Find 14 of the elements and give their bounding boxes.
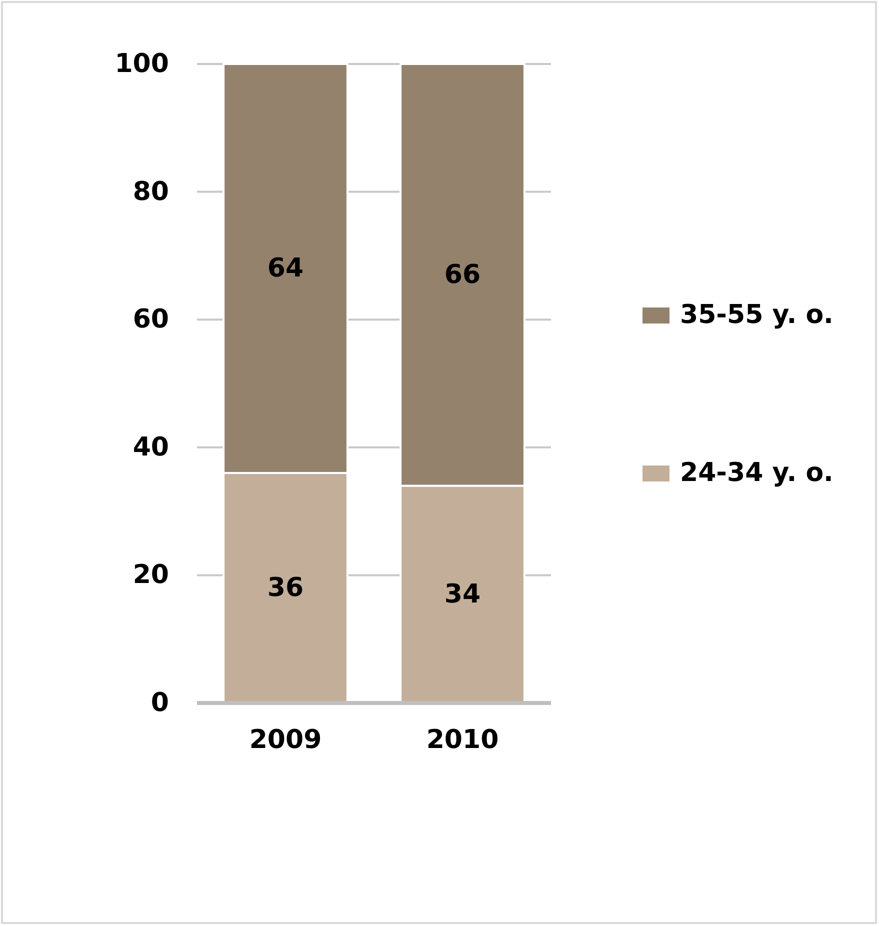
y-tick-label: 60 — [132, 304, 169, 335]
y-tick-label: 100 — [114, 49, 169, 79]
y-tick-label: 20 — [132, 560, 169, 590]
y-tick-label: 80 — [132, 176, 169, 207]
x-tick-label: 2009 — [249, 725, 322, 755]
data-label: 34 — [444, 579, 481, 610]
y-tick-label: 40 — [132, 432, 169, 462]
x-tick-label: 2010 — [426, 725, 499, 755]
legend-label: 24-34 y. o. — [680, 458, 834, 488]
data-label: 36 — [267, 572, 304, 603]
data-label: 66 — [444, 260, 481, 290]
y-tick-label: 0 — [150, 688, 169, 718]
data-label: 64 — [267, 253, 304, 284]
legend-label: 35-55 y. o. — [680, 300, 834, 330]
